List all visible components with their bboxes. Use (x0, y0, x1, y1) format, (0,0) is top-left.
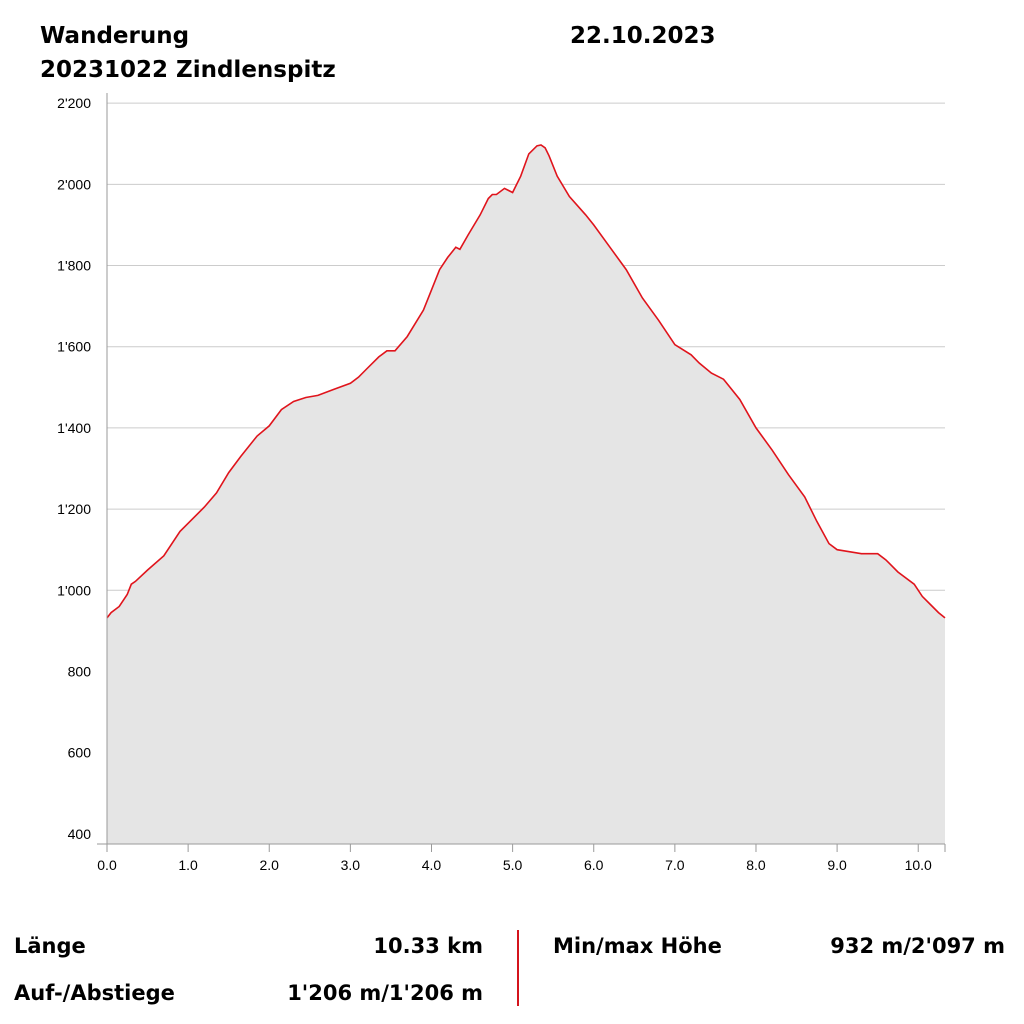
y-tick-label: 1'000 (57, 582, 91, 598)
x-tick-label: 0.0 (97, 857, 117, 873)
ascent-descent-value: 1'206 m/1'206 m (287, 981, 483, 1005)
x-tick-labels: 0.0 1.0 2.0 3.0 4.0 5.0 6.0 7.0 8.0 9.0 10.0 (97, 844, 946, 873)
length-label: Länge (14, 934, 86, 958)
y-tick-label: 1'400 (57, 420, 91, 436)
length-value: 10.33 km (373, 934, 483, 958)
x-tick-label: 1.0 (178, 857, 198, 873)
x-tick-label: 6.0 (584, 857, 604, 873)
x-tick-label: 3.0 (341, 857, 361, 873)
x-tick-label: 4.0 (422, 857, 442, 873)
elevation-profile-chart: 400 600 800 1'000 1'200 1'400 1'600 1'800 2'000 2… (57, 93, 946, 873)
min-max-altitude-value: 932 m/2'097 m (830, 934, 1005, 958)
elevation-line (106, 144, 946, 619)
elevation-area (107, 145, 945, 844)
y-tick-label: 1'600 (57, 339, 91, 355)
tour-name: 20231022 Zindlenspitz (40, 57, 336, 83)
y-tick-label: 2'200 (57, 95, 91, 111)
x-tick-label: 7.0 (665, 857, 685, 873)
y-tick-labels: 400 600 800 1'000 1'200 1'400 1'600 1'800 2'000 2… (57, 95, 91, 842)
ascent-descent-label: Auf-/Abstiege (14, 981, 175, 1005)
activity-type: Wanderung (40, 23, 190, 49)
y-tick-label: 1'200 (57, 501, 91, 517)
y-tick-label: 600 (68, 745, 92, 761)
y-tick-label: 2'000 (57, 176, 91, 192)
tour-date: 22.10.2023 (570, 23, 716, 49)
y-tick-label: 1'800 (57, 258, 91, 274)
y-tick-label: 800 (68, 663, 92, 679)
x-tick-label: 10.0 (905, 857, 932, 873)
x-tick-label: 5.0 (503, 857, 523, 873)
x-tick-label: 9.0 (827, 857, 847, 873)
min-max-altitude-label: Min/max Höhe (553, 934, 722, 958)
x-tick-label: 8.0 (746, 857, 766, 873)
x-tick-label: 2.0 (260, 857, 280, 873)
y-tick-label: 400 (68, 826, 92, 842)
stats-divider (517, 930, 519, 1006)
